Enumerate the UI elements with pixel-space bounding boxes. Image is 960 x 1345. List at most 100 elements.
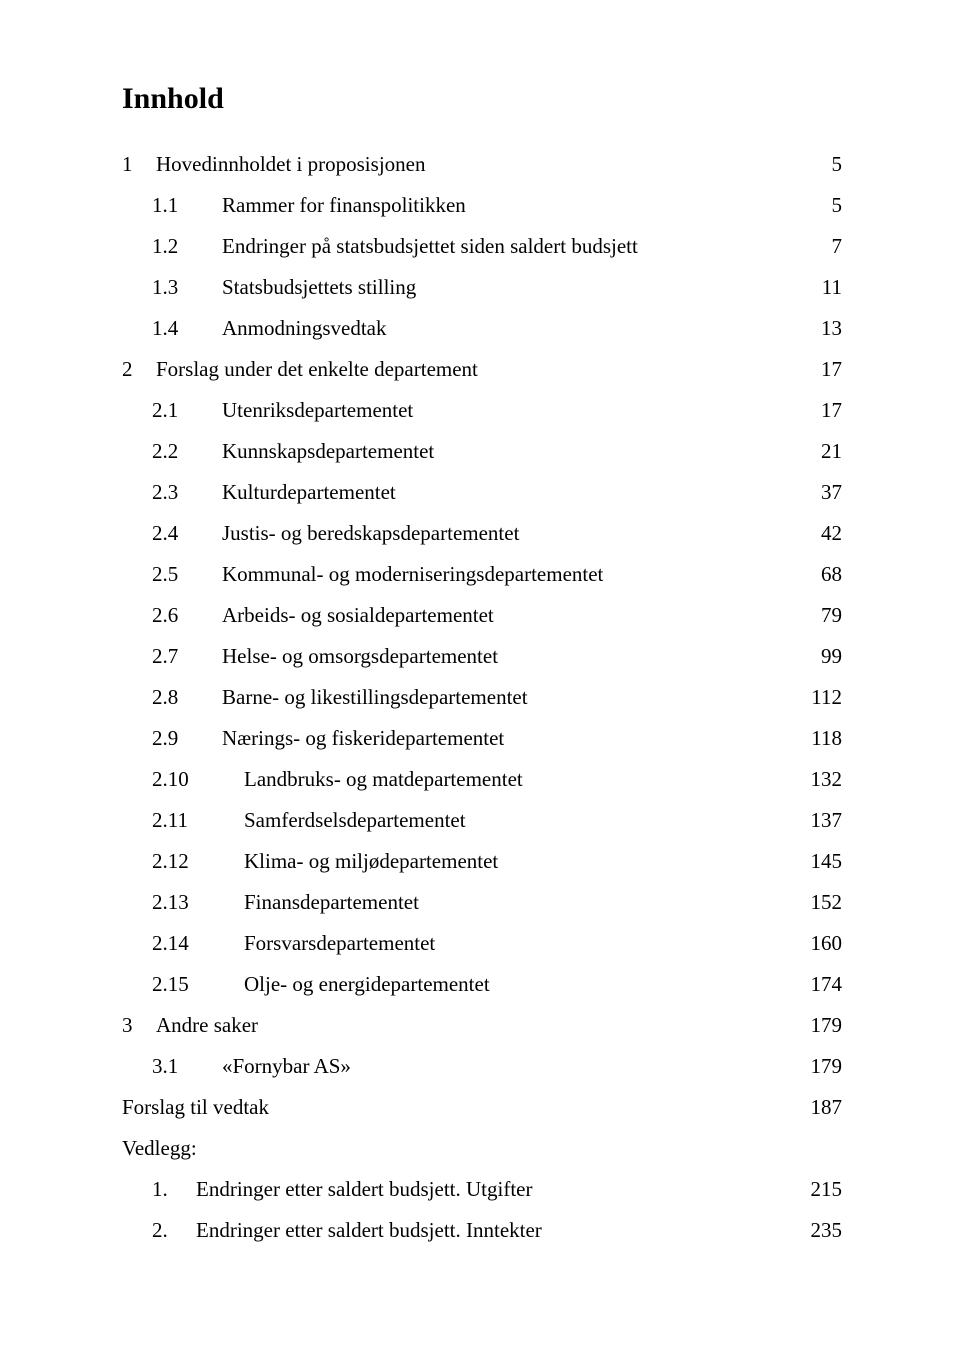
toc-entry-number: 2.13 — [152, 892, 240, 913]
toc-entry-page: 235 — [806, 1220, 842, 1241]
toc-entry-number: 2.11 — [152, 810, 240, 831]
toc-entry: 2.6Arbeids- og sosialdepartementet 79 — [122, 605, 842, 626]
toc-entry-number: 2 — [122, 359, 152, 380]
toc-entry-number: 1. — [152, 1179, 192, 1200]
toc-entry: 2.7Helse- og omsorgsdepartementet 99 — [122, 646, 842, 667]
toc-entry: 2.15Olje- og energidepartementet 174 — [122, 974, 842, 995]
toc-entry-label: Statsbudsjettets stilling — [218, 277, 416, 298]
toc-entry: 2.12Klima- og miljødepartementet 145 — [122, 851, 842, 872]
toc-entry-label: Samferdselsdepartementet — [240, 810, 466, 831]
toc-entry-label: Nærings- og fiskeridepartementet — [218, 728, 504, 749]
toc-entry: 2.1Utenriksdepartementet17 — [122, 400, 842, 421]
toc-entry: 1.1Rammer for finanspolitikken 5 — [122, 195, 842, 216]
toc-entry-number: 1.4 — [152, 318, 218, 339]
toc-entry-page: 179 — [806, 1015, 842, 1036]
toc-entry-page: 152 — [806, 892, 842, 913]
toc-entry-page: 11 — [806, 277, 842, 298]
toc-entry-label: Arbeids- og sosialdepartementet — [218, 605, 494, 626]
toc-entry: Vedlegg: — [122, 1138, 842, 1159]
toc-entry: Forslag til vedtak187 — [122, 1097, 842, 1118]
toc-entry-label: Klima- og miljødepartementet — [240, 851, 498, 872]
toc-entry-label: «Fornybar AS» — [218, 1056, 351, 1077]
toc-entry-label: Kommunal- og moderniseringsdepartementet — [218, 564, 603, 585]
toc-entry-label: Endringer etter saldert budsjett. Inntek… — [192, 1220, 542, 1241]
toc-entry-number: 2.6 — [152, 605, 218, 626]
toc-entry-page: 17 — [806, 400, 842, 421]
toc-page: Innhold 1Hovedinnholdet i proposisjonen 5… — [0, 0, 960, 1341]
toc-entry-label: Forslag under det enkelte departement — [152, 359, 478, 380]
toc-entry-page: 21 — [806, 441, 842, 462]
toc-entry-page: 137 — [806, 810, 842, 831]
toc-entry-label: Kunnskapsdepartementet — [218, 441, 434, 462]
toc-entry-label: Olje- og energidepartementet — [240, 974, 490, 995]
toc-entry-label: Hovedinnholdet i proposisjonen — [152, 154, 425, 175]
toc-entry: 2.8Barne- og likestillingsdepartementet 1… — [122, 687, 842, 708]
toc-entry-number: 3 — [122, 1015, 152, 1036]
toc-entry-page: 174 — [806, 974, 842, 995]
toc-entry-label: Vedlegg: — [122, 1138, 197, 1159]
toc-entry-number: 2.2 — [152, 441, 218, 462]
toc-entry-label: Endringer etter saldert budsjett. Utgift… — [192, 1179, 532, 1200]
toc-entry-page: 79 — [806, 605, 842, 626]
toc-entry-label: Landbruks- og matdepartementet — [240, 769, 523, 790]
toc-entry-number: 2.10 — [152, 769, 240, 790]
toc-entry-number: 2. — [152, 1220, 192, 1241]
toc-entry-label: Finansdepartementet — [240, 892, 419, 913]
toc-entry: 2.14Forsvarsdepartementet160 — [122, 933, 842, 954]
toc-entry: 3.1«Fornybar AS» 179 — [122, 1056, 842, 1077]
toc-entry-page: 179 — [806, 1056, 842, 1077]
toc-entry-number: 2.12 — [152, 851, 240, 872]
toc-entry: 2.4Justis- og beredskapsdepartementet42 — [122, 523, 842, 544]
toc-entry-page: 68 — [806, 564, 842, 585]
toc-entry-number: 2.7 — [152, 646, 218, 667]
toc-entry-page: 215 — [806, 1179, 842, 1200]
toc-entry: 2.Endringer etter saldert budsjett. Innt… — [122, 1220, 842, 1241]
toc-entry-number: 1.1 — [152, 195, 218, 216]
toc-entry-label: Helse- og omsorgsdepartementet — [218, 646, 498, 667]
toc-entry-page: 37 — [806, 482, 842, 503]
toc-entry-label: Rammer for finanspolitikken — [218, 195, 466, 216]
toc-entry-number: 2.9 — [152, 728, 218, 749]
toc-entry-label: Andre saker — [152, 1015, 258, 1036]
toc-entry-page: 118 — [806, 728, 842, 749]
toc-entry-label: Forsvarsdepartementet — [240, 933, 435, 954]
toc-entry-label: Justis- og beredskapsdepartementet — [218, 523, 519, 544]
toc-entry: 2.9Nærings- og fiskeridepartementet 118 — [122, 728, 842, 749]
toc-entry-number: 2.15 — [152, 974, 240, 995]
toc-entry-label: Endringer på statsbudsjettet siden salde… — [218, 236, 638, 257]
toc-entry-label: Kulturdepartementet — [218, 482, 396, 503]
toc-entry: 1.2Endringer på statsbudsjettet siden sa… — [122, 236, 842, 257]
toc-entry-number: 2.5 — [152, 564, 218, 585]
toc-entry: 2.3Kulturdepartementet 37 — [122, 482, 842, 503]
toc-entry: 2.11Samferdselsdepartementet 137 — [122, 810, 842, 831]
toc-entry: 2.13Finansdepartementet 152 — [122, 892, 842, 913]
toc-entry-number: 2.4 — [152, 523, 218, 544]
toc-entry-page: 112 — [806, 687, 842, 708]
toc-entry-number: 2.14 — [152, 933, 240, 954]
toc-entry-number: 2.3 — [152, 482, 218, 503]
toc-entry: 2Forslag under det enkelte departement 17 — [122, 359, 842, 380]
toc-entry: 2.5Kommunal- og moderniseringsdepartemen… — [122, 564, 842, 585]
toc-entry-page: 13 — [806, 318, 842, 339]
toc-entry-number: 1.3 — [152, 277, 218, 298]
page-title: Innhold — [122, 82, 842, 116]
toc-entry-page: 17 — [806, 359, 842, 380]
toc-entry: 1.3Statsbudsjettets stilling 11 — [122, 277, 842, 298]
toc-entry-page: 99 — [806, 646, 842, 667]
toc-entry-page: 7 — [806, 236, 842, 257]
toc-entry: 3Andre saker 179 — [122, 1015, 842, 1036]
toc-entry: 1.Endringer etter saldert budsjett. Utgi… — [122, 1179, 842, 1200]
toc-entry-number: 1 — [122, 154, 152, 175]
toc-entry-number: 3.1 — [152, 1056, 218, 1077]
toc-entry: 2.10Landbruks- og matdepartementet 132 — [122, 769, 842, 790]
toc-entry-page: 5 — [806, 154, 842, 175]
toc-entry-label: Anmodningsvedtak — [218, 318, 386, 339]
toc-entry-page: 145 — [806, 851, 842, 872]
toc-entry: 1.4Anmodningsvedtak 13 — [122, 318, 842, 339]
toc-entry-page: 5 — [806, 195, 842, 216]
toc-entry-page: 132 — [806, 769, 842, 790]
toc-entry-label: Barne- og likestillingsdepartementet — [218, 687, 528, 708]
toc-entry-number: 2.8 — [152, 687, 218, 708]
toc-container: 1Hovedinnholdet i proposisjonen51.1Ramme… — [122, 154, 842, 1241]
toc-entry-number: 2.1 — [152, 400, 218, 421]
